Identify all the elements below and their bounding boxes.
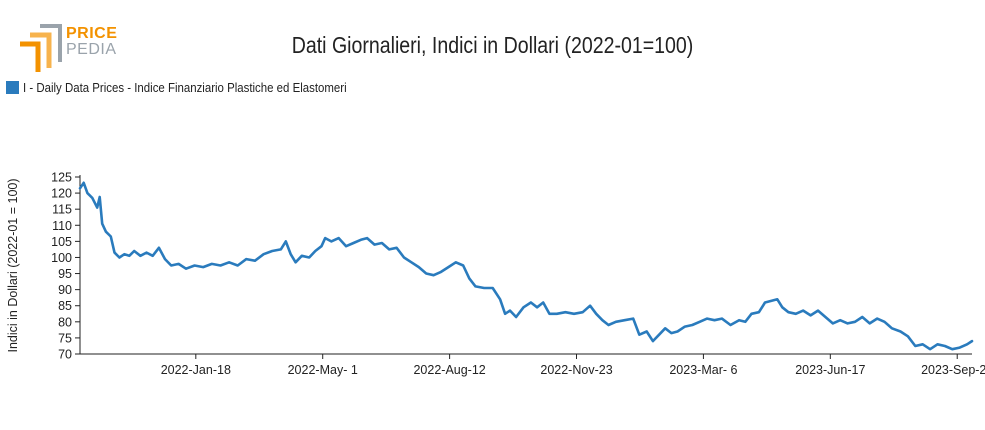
y-tick-label: 110: [52, 219, 72, 233]
chart-title: Dati Giornalieri, Indici in Dollari (202…: [291, 32, 694, 58]
y-tick-label: 115: [52, 203, 72, 217]
y-tick-label: 105: [51, 235, 72, 249]
y-tick-label: 70: [58, 348, 72, 362]
y-axis: 70 75 80 85 90 95 100 105 110 115 120 125: [51, 171, 81, 362]
brand-logo: [18, 24, 128, 72]
legend-swatch: [6, 81, 19, 94]
y-axis-title: Indici in Dollari (2022-01 = 100): [6, 178, 20, 352]
series-line: [78, 181, 974, 351]
y-tick-label: 125: [51, 171, 72, 185]
x-tick-label: 2022-Aug-12: [413, 363, 485, 377]
logo-mark-icon: [20, 24, 62, 72]
y-tick-label: 80: [58, 315, 72, 329]
legend: I - Daily Data Prices - Indice Finanziar…: [6, 80, 391, 95]
x-tick-label: 2023-Mar- 6: [669, 363, 737, 377]
x-tick-label: 2022-Jan-18: [161, 363, 231, 377]
y-tick-label: 75: [58, 331, 72, 345]
y-tick-label: 90: [58, 283, 72, 297]
y-tick-label: 100: [51, 251, 72, 265]
x-tick-label: 2022-May- 1: [288, 363, 358, 377]
x-axis: 2022-Jan-18 2022-May- 1 2022-Aug-12 2022-No…: [80, 353, 985, 377]
brand-line2: PEDIA: [66, 41, 117, 58]
series-layer: [78, 181, 974, 351]
x-tick-label: 2023-Sep-28: [921, 363, 985, 377]
legend-label: I - Daily Data Prices - Indice Finanziar…: [23, 80, 347, 95]
y-tick-label: 85: [58, 299, 72, 313]
x-tick-label: 2023-Jun-17: [795, 363, 865, 377]
brand-wordmark: PRICE PEDIA: [66, 26, 117, 58]
x-tick-label: 2022-Nov-23: [540, 363, 612, 377]
y-tick-label: 120: [51, 187, 72, 201]
y-tick-label: 95: [58, 267, 72, 281]
brand-line1: PRICE: [66, 25, 118, 42]
